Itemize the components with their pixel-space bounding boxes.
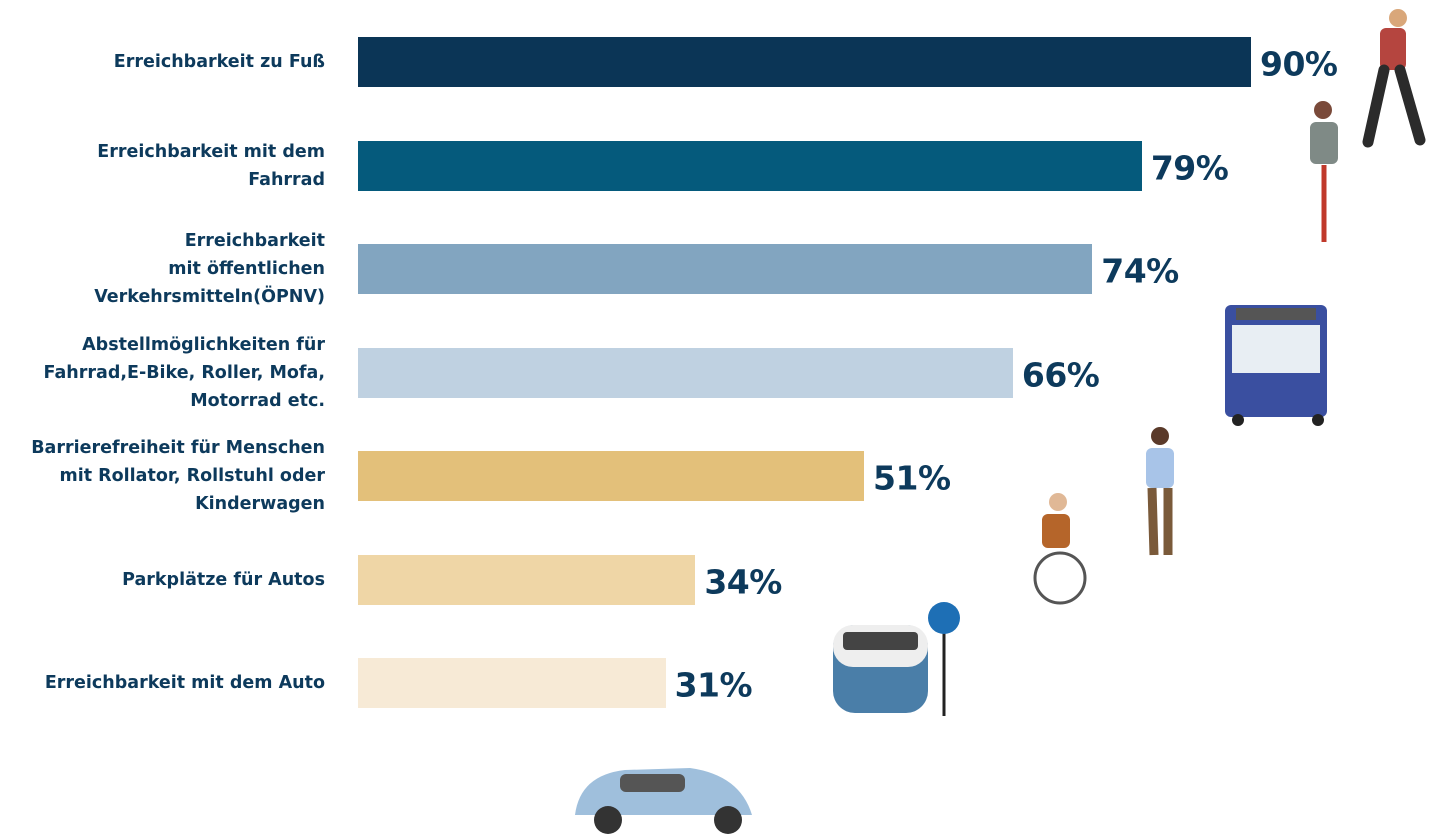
bar — [358, 554, 696, 605]
bar — [358, 451, 865, 501]
category-label: Erreichbarkeit zu Fuß — [113, 52, 325, 72]
category-label: Erreichbarkeit mit dem Fahrrad — [97, 141, 325, 190]
cyclist — [1310, 101, 1338, 242]
people-wheelchair — [1033, 427, 1174, 605]
walker — [1362, 9, 1426, 148]
category-label: Abstellmöglichkeiten für Fahrrad,E-Bike,… — [43, 334, 325, 411]
bar — [358, 658, 666, 708]
value-label: 74% — [1101, 251, 1179, 291]
bus — [1225, 305, 1327, 426]
category-label: Erreichbarkeit mit dem Auto — [44, 673, 325, 693]
category-label: Barrierefreiheit für Menschen mit Rollat… — [31, 438, 325, 514]
category-label: Erreichbarkeit mit öffentlichen Verkehrs… — [94, 231, 325, 307]
bar — [358, 244, 1093, 294]
value-label: 51% — [873, 458, 951, 498]
value-label: 90% — [1260, 44, 1338, 84]
beetle — [575, 768, 752, 834]
bar — [358, 37, 1251, 87]
value-label: 34% — [704, 562, 782, 601]
category-label: Parkplätze für Autos — [122, 569, 325, 590]
bar — [358, 347, 1013, 398]
value-label: 31% — [674, 665, 753, 705]
value-label: 66% — [1021, 355, 1100, 394]
bar — [358, 140, 1142, 191]
van — [833, 602, 960, 716]
value-label: 79% — [1150, 148, 1229, 187]
